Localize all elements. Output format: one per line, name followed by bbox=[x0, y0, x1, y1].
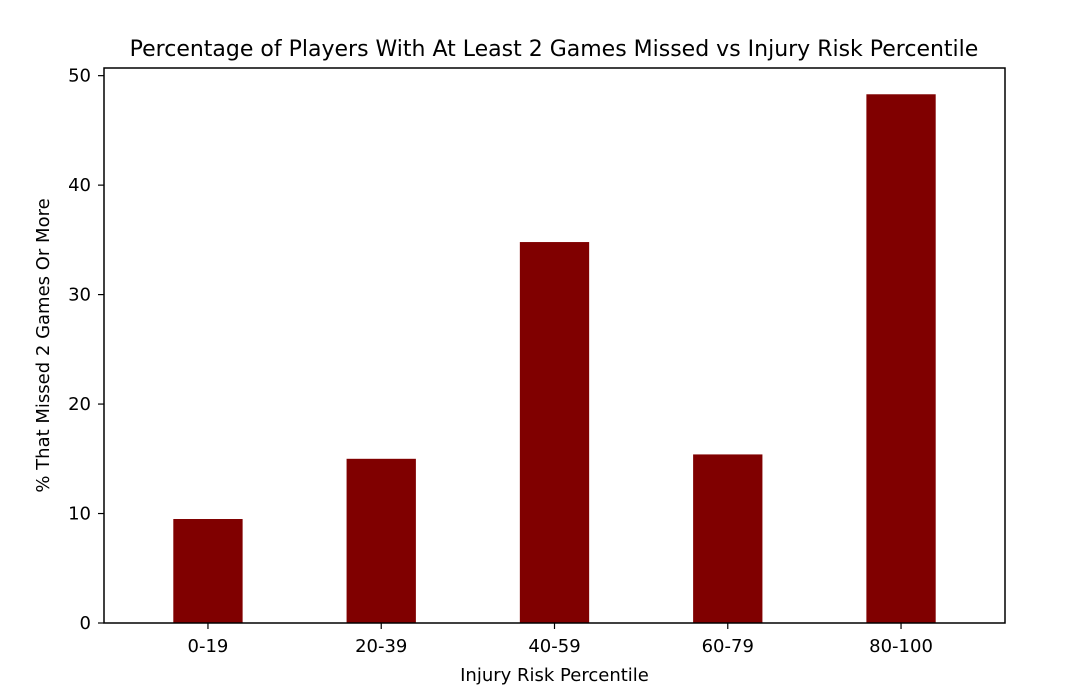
y-axis-ticks: 0 10 20 30 40 50 bbox=[68, 66, 104, 634]
x-tick-label: 80-100 bbox=[869, 636, 933, 657]
x-axis-ticks: 0-19 20-39 40-59 60-79 80-100 bbox=[188, 623, 933, 657]
y-tick-label: 40 bbox=[68, 175, 91, 196]
y-tick-label: 10 bbox=[68, 504, 91, 525]
y-tick-label: 50 bbox=[68, 66, 91, 87]
bar-40-59 bbox=[519, 242, 590, 623]
y-axis-label: % That Missed 2 Games Or More bbox=[33, 198, 54, 492]
plot-frame bbox=[103, 67, 1006, 624]
bar-80-100 bbox=[866, 94, 936, 623]
x-tick-label: 20-39 bbox=[355, 636, 407, 657]
x-tick-label: 0-19 bbox=[188, 636, 229, 657]
y-tick-label: 20 bbox=[68, 394, 91, 415]
chart-title: Percentage of Players With At Least 2 Ga… bbox=[130, 37, 979, 62]
bar-60-79 bbox=[693, 454, 763, 623]
x-axis-label: Injury Risk Percentile bbox=[460, 665, 649, 686]
x-tick-label: 40-59 bbox=[528, 636, 580, 657]
y-tick-label: 0 bbox=[80, 613, 91, 634]
bar-0-19 bbox=[173, 519, 243, 623]
x-tick-label: 60-79 bbox=[702, 636, 754, 657]
bar-20-39 bbox=[346, 458, 416, 623]
bars-group bbox=[173, 94, 936, 623]
y-tick-label: 30 bbox=[68, 285, 91, 306]
